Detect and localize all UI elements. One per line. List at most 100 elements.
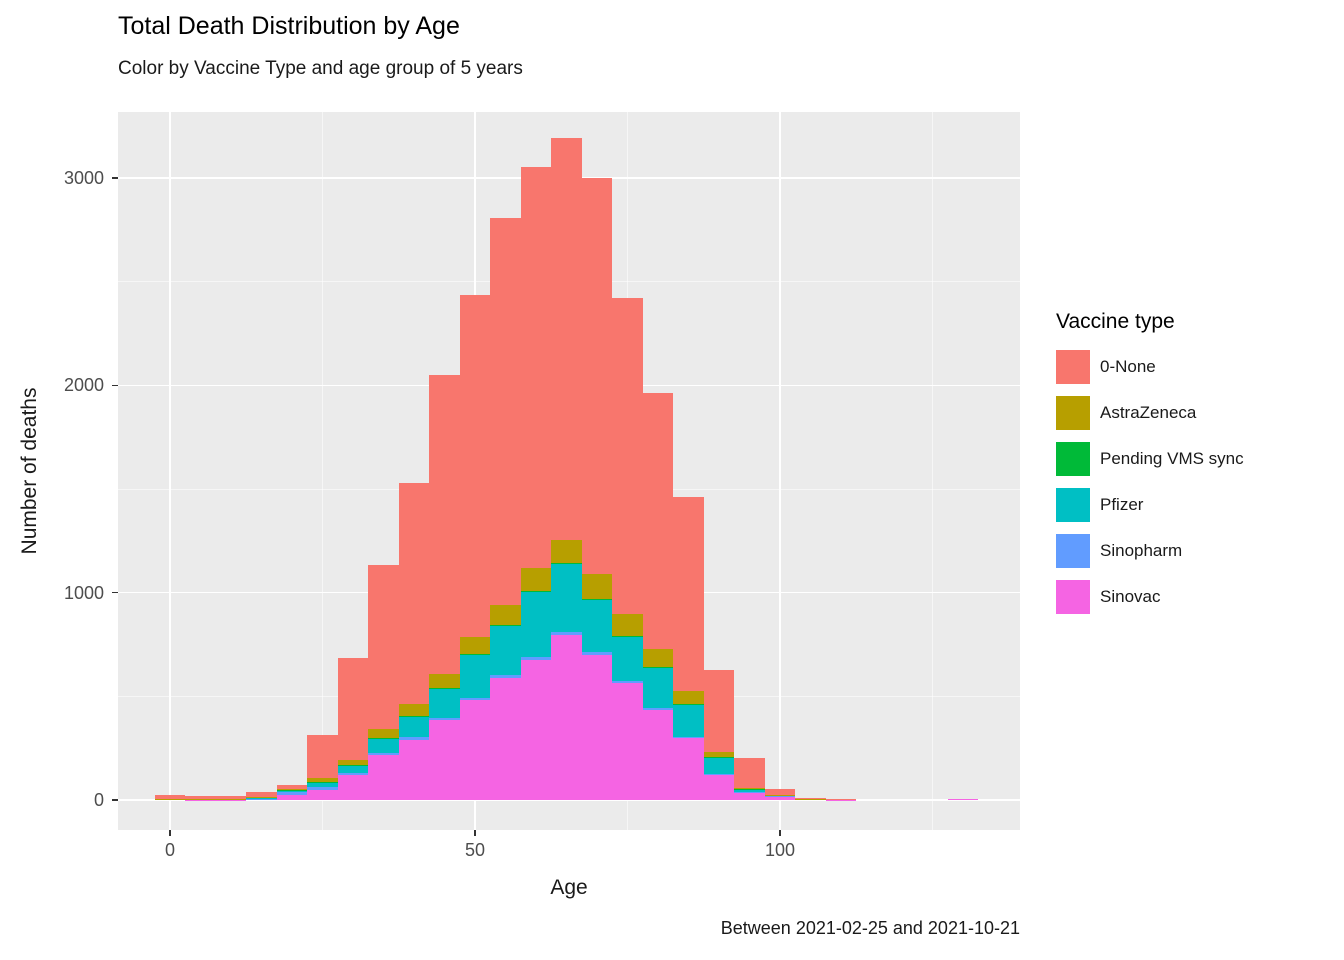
bar-segment-pfizer-age-100 [764,795,796,797]
bar-segment-astrazeneca-age-20 [276,789,308,791]
bar-segment-pending-vms-sync-age-75 [612,635,643,637]
bar-segment-sinopharm-age-70 [581,652,613,655]
bar-segment-astrazeneca-age-65 [551,539,582,563]
bar-segment-sinovac-age-50 [459,700,491,800]
bar-segment-astrazeneca-age-40 [398,703,430,717]
bar-segment-pfizer-age-90 [703,757,735,775]
bar-segment-pfizer-age-15 [246,797,277,799]
bar-segment-sinopharm-age-45 [429,717,460,721]
bar-segment-pfizer-age-25 [307,781,338,787]
bar-segment-astrazeneca-age-85 [673,691,704,704]
bar-segment-pfizer-age-50 [459,654,491,698]
x-minor-gridline [932,112,933,830]
bar-segment-sinopharm-age-35 [368,753,399,756]
legend-label: Pending VMS sync [1100,449,1244,468]
bar-segment-sinopharm-age-25 [307,786,338,791]
chart-caption: Between 2021-02-25 and 2021-10-21 [720,918,1020,938]
bar-segment-pfizer-age-40 [398,716,430,738]
bar-segment-pending-vms-sync-age-40 [398,716,430,717]
y-tick-label: 3000 [63,168,104,188]
bar-segment-0-none-age-20 [276,785,308,790]
bar-segment-pfizer-age-85 [673,704,704,737]
bar-segment-0-none-age-5 [185,796,216,800]
bar-segment-sinopharm-age-95 [734,792,765,793]
legend-label: Sinopharm [1100,541,1183,560]
bar-segment-0-none-age-15 [246,791,277,798]
bar-segment-0-none-age-110 [825,798,857,800]
bar-segment-sinopharm-age-40 [398,737,430,740]
legend-swatch-icon [1056,396,1090,430]
bar-segment-sinovac-age-95 [734,792,765,800]
bar-segment-pfizer-age-80 [642,667,674,709]
x-major-gridline [779,112,781,830]
legend-label: AstraZeneca [1100,403,1197,422]
legend-swatch-icon [1056,534,1090,568]
bar-segment-astrazeneca-age-75 [612,613,643,636]
bar-segment-astrazeneca-age-70 [581,573,613,599]
bar-segment-pfizer-age-70 [581,599,613,653]
bar-segment-astrazeneca-age-80 [642,649,674,668]
chart-subtitle: Color by Vaccine Type and age group of 5… [118,58,523,79]
bar-segment-astrazeneca-age-30 [337,759,369,766]
bar-segment-sinovac-age-90 [703,775,735,800]
bar-segment-sinovac-age-40 [398,739,430,800]
y-tick-label: 1000 [63,582,104,603]
y-tick-label: 0 [93,790,104,810]
legend-items: 0-None AstraZeneca Pending VMS sync Pfizer S… [1056,350,1336,614]
bar-segment-0-none-age-10 [215,796,247,800]
bar-segment-0-none-age-70 [581,178,613,574]
bar-segment-pfizer-age-55 [490,625,521,676]
bar-segment-sinovac-age-60 [520,660,552,800]
bar-segment-astrazeneca-age-60 [520,567,552,591]
bar-segment-0-none-age-30 [337,657,369,760]
bar-segment-astrazeneca-age-35 [368,729,399,739]
bar-segment-sinovac-age-35 [368,755,399,800]
bar-segment-sinovac-age-85 [673,737,704,800]
y-tick [112,177,118,179]
x-tick-label: 0 [164,840,175,860]
bar-segment-0-none-age-25 [307,734,338,779]
bar-segment-pfizer-age-75 [612,636,643,681]
bar-segment-astrazeneca-age-55 [490,604,521,625]
y-tick [112,591,118,594]
bar-segment-sinopharm-age-20 [276,792,308,795]
legend-item-0-none: 0-None [1056,350,1336,384]
bar-segment-0-none-age-55 [490,217,521,605]
bar-segment-sinovac-age-25 [307,790,338,800]
bar-segment-0-none-age-60 [520,167,552,568]
bar-segment-0-none-age-0 [154,795,186,799]
bar-segment-0-none-age-45 [429,374,460,674]
bar-segment-0-none-age-40 [398,482,430,704]
bar-segment-pending-vms-sync-age-70 [581,598,613,600]
bar-segment-sinovac-age-65 [551,635,582,800]
legend-swatch-icon [1056,488,1090,522]
bar-segment-astrazeneca-age-95 [734,787,765,790]
y-axis-title: Number of deaths [18,387,41,555]
plot-panel [118,112,1020,830]
bar-segment-sinovac-age-55 [490,677,521,800]
legend-item-pfizer: Pfizer [1056,488,1336,522]
bar-segment-pfizer-age-95 [734,789,765,793]
bar-segment-pfizer-age-60 [520,591,552,657]
bar-segment-astrazeneca-age-25 [307,778,338,782]
bar-segment-0-none-age-50 [459,294,491,638]
bar-segment-pfizer-age-65 [551,563,582,633]
bar-segment-0-none-age-35 [368,564,399,730]
legend-item-pending-vms-sync: Pending VMS sync [1056,442,1336,476]
legend-label: Pfizer [1100,495,1144,514]
x-minor-gridline [322,112,323,830]
bar-segment-pending-vms-sync-age-55 [490,624,521,626]
legend-label: Sinovac [1100,587,1161,606]
bar-segment-pending-vms-sync-age-45 [429,688,460,689]
bar-segment-sinovac-age-20 [276,794,308,800]
x-major-gridline [169,112,171,830]
bar-segment-0-none-age-65 [551,137,582,540]
bar-segment-sinopharm-age-75 [612,680,643,683]
bar-segment-astrazeneca-age-90 [703,751,735,758]
bar-segment-sinopharm-age-55 [490,675,521,678]
bar-segment-pfizer-age-30 [337,765,369,774]
bar-segment-pending-vms-sync-age-80 [642,667,674,668]
bar-segment-0-none-age-75 [612,297,643,614]
bar-segment-0-none-age-85 [673,496,704,692]
bar-segment-sinovac-age-30 [337,775,369,800]
